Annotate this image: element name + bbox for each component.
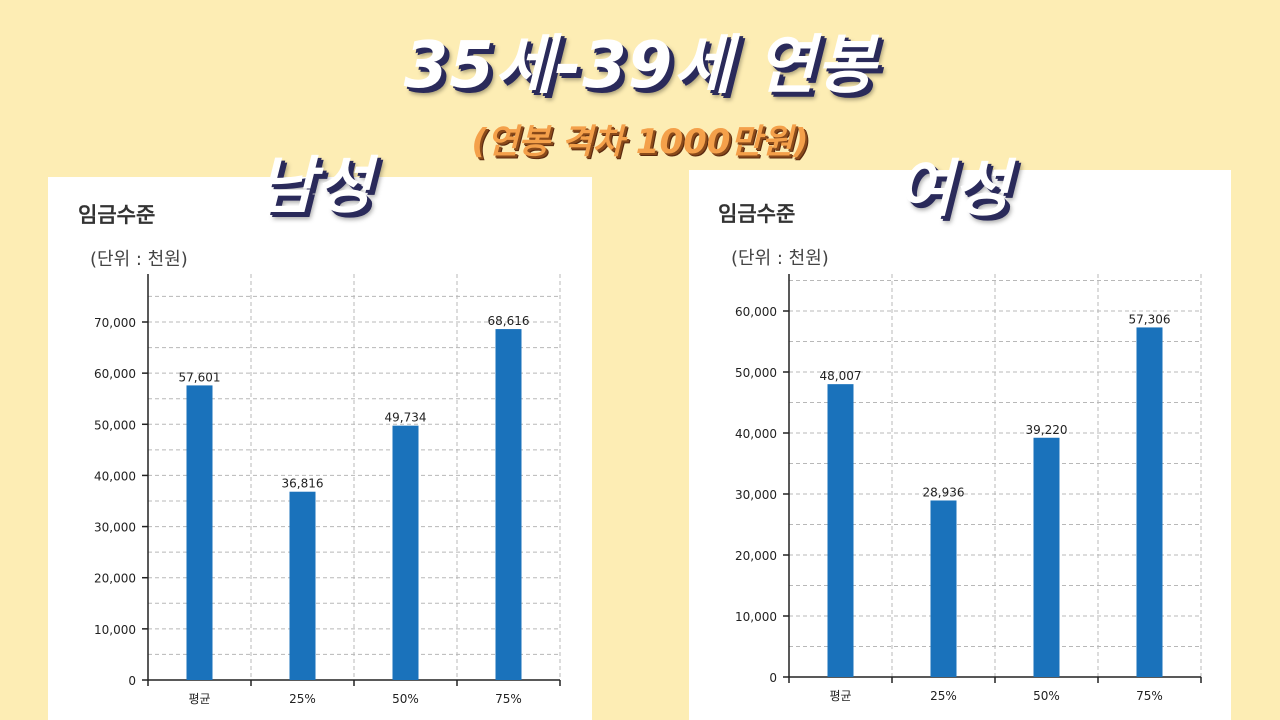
bar-1 [827, 384, 854, 677]
y-tick-label: 30,000 [94, 521, 136, 535]
x-tick-label: 50% [1033, 689, 1060, 703]
y-tick-label: 50,000 [735, 366, 777, 380]
x-tick-label: 75% [495, 692, 522, 706]
data-label: 48,007 [820, 369, 862, 383]
y-tick-label: 10,000 [735, 610, 777, 624]
bar-2 [289, 491, 316, 680]
male-chart-panel: 임금수준 (단위 : 천원) 0 10,000 20,000 30,000 40,000… [48, 177, 592, 720]
y-tick-label: 40,000 [94, 469, 136, 483]
bar-4 [495, 329, 522, 680]
y-tick-label: 60,000 [735, 305, 777, 319]
data-label: 28,936 [923, 485, 965, 499]
data-label: 36,816 [282, 477, 324, 491]
y-tick-label: 50,000 [94, 418, 136, 432]
female-label: 여성 [896, 152, 1011, 225]
y-tick-label: 30,000 [735, 488, 777, 502]
data-label: 49,734 [385, 411, 427, 425]
x-tick-label: 50% [392, 692, 419, 706]
male-label: 남성 [258, 149, 373, 222]
y-tick-label: 20,000 [94, 572, 136, 586]
y-tick-label: 0 [128, 674, 136, 688]
unit-label: (단위 : 천원) [90, 249, 188, 270]
unit-label: (단위 : 천원) [731, 248, 829, 269]
x-tick-label: 평균 [829, 689, 851, 703]
y-tick-label: 20,000 [735, 549, 777, 563]
chart-title: 임금수준 [718, 202, 796, 226]
bar-2 [930, 500, 957, 677]
bar-3 [392, 425, 419, 680]
subtitle: (연봉 격차 1000만원) [471, 122, 809, 162]
bar-1 [186, 385, 213, 680]
female-chart-panel: 임금수준 (단위 : 천원) 0 10,000 20,000 30,000 40,000… [689, 170, 1231, 720]
x-tick-label: 25% [289, 692, 316, 706]
x-tick-label: 75% [1136, 689, 1163, 703]
y-tick-label: 0 [769, 671, 777, 685]
data-label: 57,601 [179, 370, 221, 384]
y-tick-label: 10,000 [94, 623, 136, 637]
y-tick-label: 70,000 [94, 316, 136, 330]
chart-title: 임금수준 [78, 203, 156, 227]
y-tick-label: 60,000 [94, 367, 136, 381]
data-label: 57,306 [1129, 312, 1171, 326]
data-label: 68,616 [488, 314, 530, 328]
x-tick-label: 25% [930, 689, 957, 703]
female-salary-bar-chart: 0 10,000 20,000 30,000 40,000 50,000 60,000 48,… [735, 274, 1202, 703]
x-tick-label: 평균 [188, 692, 210, 706]
bar-4 [1136, 327, 1163, 677]
bar-3 [1033, 437, 1060, 677]
main-title: 35세-39세 연봉 [403, 29, 877, 103]
male-salary-bar-chart: 0 10,000 20,000 30,000 40,000 50,000 60,000 70,… [94, 274, 561, 706]
data-label: 39,220 [1026, 423, 1068, 437]
y-tick-label: 40,000 [735, 427, 777, 441]
